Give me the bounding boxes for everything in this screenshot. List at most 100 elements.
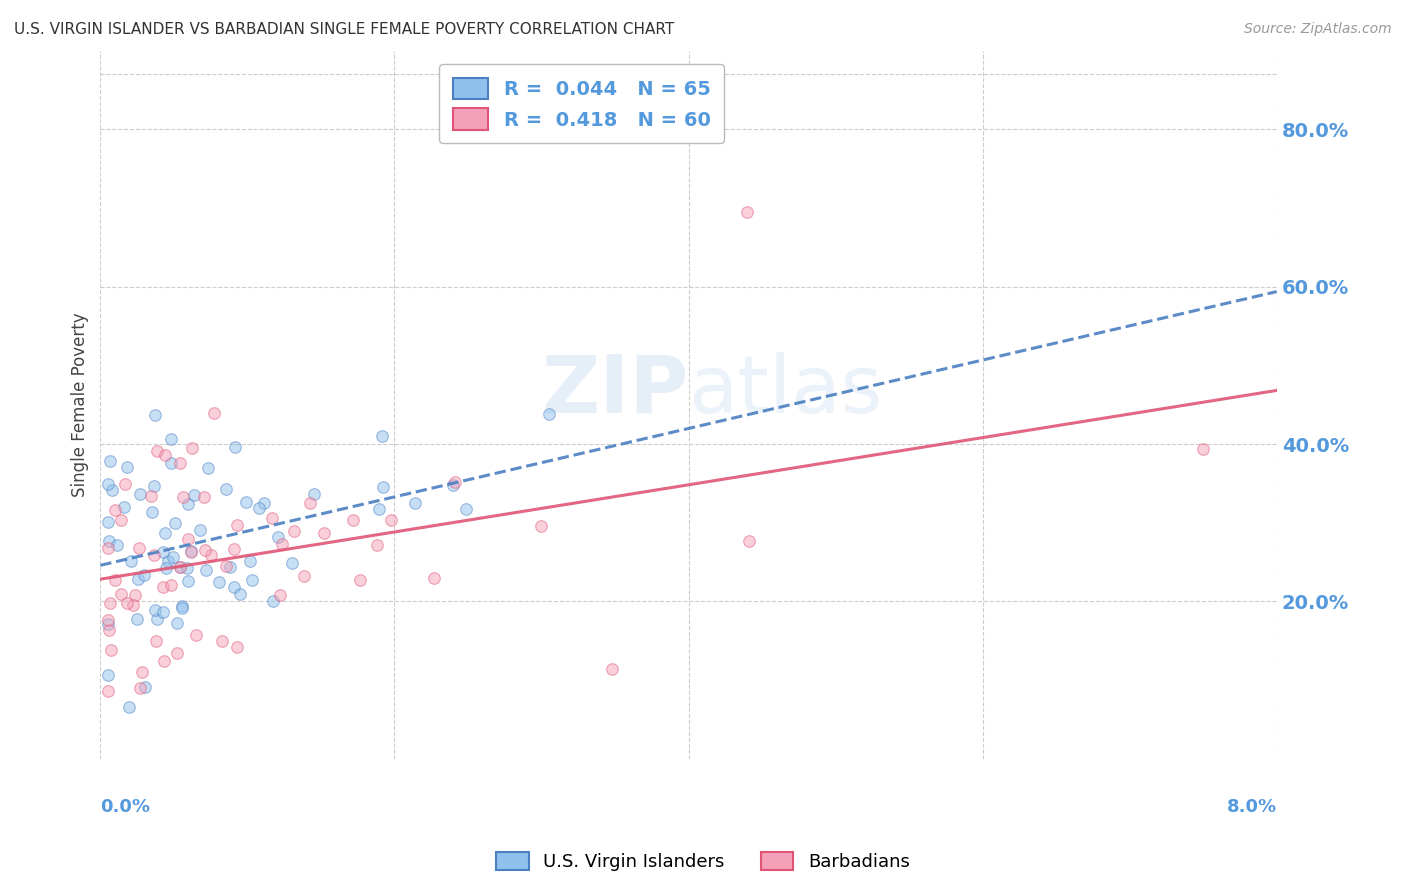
Point — [134, 680, 156, 694]
Point — [166, 615, 188, 630]
Point — [183, 488, 205, 502]
Point — [160, 578, 183, 592]
Point — [224, 440, 246, 454]
Text: ZIP: ZIP — [541, 351, 689, 430]
Point — [128, 541, 150, 555]
Point — [153, 449, 176, 463]
Point — [98, 596, 121, 610]
Point — [737, 533, 759, 548]
Point — [143, 548, 166, 562]
Text: atlas: atlas — [689, 351, 883, 430]
Text: 0.0%: 0.0% — [100, 797, 150, 815]
Point — [283, 524, 305, 538]
Point — [530, 518, 553, 533]
Point — [262, 594, 284, 608]
Point — [404, 496, 426, 510]
Y-axis label: Single Female Poverty: Single Female Poverty — [72, 312, 89, 497]
Point — [152, 606, 174, 620]
Point — [186, 627, 208, 641]
Point — [600, 662, 623, 676]
Point — [155, 561, 177, 575]
Point — [202, 406, 225, 420]
Point — [193, 542, 215, 557]
Point — [267, 530, 290, 544]
Point — [443, 475, 465, 490]
Legend: U.S. Virgin Islanders, Barbadians: U.S. Virgin Islanders, Barbadians — [489, 846, 917, 879]
Point — [153, 526, 176, 541]
Point — [152, 545, 174, 559]
Point — [538, 407, 561, 421]
Point — [145, 634, 167, 648]
Point — [142, 479, 165, 493]
Point — [114, 477, 136, 491]
Point — [172, 599, 194, 613]
Point — [219, 560, 242, 574]
Point — [146, 444, 169, 458]
Point — [169, 456, 191, 470]
Legend: R =  0.044   N = 65, R =  0.418   N = 60: R = 0.044 N = 65, R = 0.418 N = 60 — [440, 64, 724, 144]
Point — [100, 483, 122, 498]
Point — [269, 588, 291, 602]
Point — [188, 523, 211, 537]
Point — [215, 559, 238, 574]
Point — [225, 640, 247, 654]
Point — [240, 573, 263, 587]
Point — [121, 598, 143, 612]
Point — [366, 538, 388, 552]
Text: U.S. VIRGIN ISLANDER VS BARBADIAN SINGLE FEMALE POVERTY CORRELATION CHART: U.S. VIRGIN ISLANDER VS BARBADIAN SINGLE… — [14, 22, 675, 37]
Point — [299, 496, 322, 510]
Point — [169, 560, 191, 574]
Point — [342, 513, 364, 527]
Point — [193, 490, 215, 504]
Point — [160, 432, 183, 446]
Point — [456, 502, 478, 516]
Point — [143, 409, 166, 423]
Point — [152, 580, 174, 594]
Point — [349, 573, 371, 587]
Point — [225, 517, 247, 532]
Point — [176, 561, 198, 575]
Point — [124, 589, 146, 603]
Point — [141, 505, 163, 519]
Point — [110, 513, 132, 527]
Point — [104, 573, 127, 587]
Point — [235, 495, 257, 509]
Point — [104, 503, 127, 517]
Point — [292, 569, 315, 583]
Point — [181, 441, 204, 455]
Point — [112, 500, 135, 515]
Point — [153, 654, 176, 668]
Point — [100, 643, 122, 657]
Point — [371, 480, 394, 494]
Point — [139, 489, 162, 503]
Point — [169, 559, 191, 574]
Point — [117, 596, 139, 610]
Point — [262, 511, 284, 525]
Point — [222, 542, 245, 557]
Point — [128, 681, 150, 696]
Point — [129, 487, 152, 501]
Point — [131, 665, 153, 679]
Point — [98, 454, 121, 468]
Point — [180, 545, 202, 559]
Point — [97, 476, 120, 491]
Point — [98, 533, 121, 548]
Point — [247, 500, 270, 515]
Point — [170, 600, 193, 615]
Point — [737, 205, 759, 219]
Point — [120, 554, 142, 568]
Point — [127, 572, 149, 586]
Point — [195, 563, 218, 577]
Point — [211, 634, 233, 648]
Point — [197, 461, 219, 475]
Point — [271, 537, 294, 551]
Point — [166, 647, 188, 661]
Point — [97, 684, 120, 698]
Point — [441, 478, 464, 492]
Point — [97, 624, 120, 638]
Point — [127, 611, 149, 625]
Point — [176, 532, 198, 546]
Point — [157, 553, 180, 567]
Point — [224, 580, 246, 594]
Point — [312, 526, 335, 541]
